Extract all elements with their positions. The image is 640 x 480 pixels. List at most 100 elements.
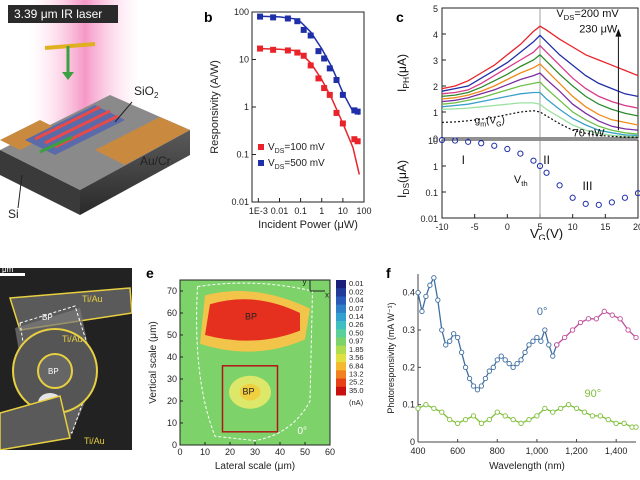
e-angle-label: 0° [298, 426, 308, 437]
f-point [534, 334, 540, 341]
c-bottom-point [465, 138, 472, 145]
e-colorbar-cell [336, 321, 346, 330]
b-xlabel: Incident Power (μW) [258, 219, 358, 231]
b-point [257, 45, 264, 52]
c-top-ytick-label: 4 [433, 30, 438, 40]
c-region-1: I [462, 153, 465, 167]
panel-e: e BP BP 0° x y 0 10 20 30 40 50 60 0 10 20 30 40 50 60 70 La… [140, 262, 380, 480]
b-point [315, 48, 322, 55]
f-point [593, 316, 600, 322]
b-point [284, 47, 291, 54]
f-point [562, 334, 568, 341]
f-point [569, 327, 576, 333]
e-colorbar-cell [336, 378, 346, 388]
f-point [565, 402, 572, 408]
c-top-line [441, 34, 639, 98]
f-point [514, 360, 520, 367]
f-ytick-label: 0.3 [402, 325, 415, 335]
f-point [439, 327, 445, 333]
f-point [554, 342, 560, 348]
c-top-line [441, 81, 639, 135]
e-colorbar-label: 6.84 [349, 361, 364, 370]
c-bottom-point [608, 199, 615, 206]
panel-b-letter: b [204, 9, 213, 25]
e-xtick-label: 40 [275, 447, 285, 457]
substrate-side [80, 130, 190, 215]
f-point [454, 420, 461, 426]
e-colorbar-label: 1.85 [349, 345, 364, 354]
f-point [597, 413, 603, 419]
f-point [486, 368, 492, 374]
photocurrent-chart: c 0 1 2 3 4 5 0.01 0.1 1 10 -10 -5 0 5 10 15 20 VDS=200 m… [395, 4, 640, 240]
e-colorbar-cell [336, 329, 346, 338]
e-ytick-label: 60 [167, 308, 177, 318]
e-bp-label-2: BP [243, 386, 255, 396]
f-ytick-label: 0.1 [402, 400, 415, 410]
c-bottom-ytick-label: 10 [428, 136, 438, 146]
b-point [270, 46, 277, 53]
c-top-line [441, 72, 639, 131]
f-point [605, 416, 611, 423]
e-bp-hotspot [205, 299, 300, 341]
panel-e-letter: e [146, 265, 154, 281]
aucr-pad [95, 117, 190, 165]
f-point [470, 383, 477, 389]
f-point [530, 338, 536, 344]
e-bp-label-1: BP [245, 312, 257, 322]
b-point [270, 14, 277, 21]
c-xtick-label: 10 [568, 222, 578, 232]
f-point [581, 409, 588, 415]
c-bottom-point [504, 145, 511, 153]
f-point [538, 338, 544, 344]
center-electrode [37, 353, 73, 389]
e-colorbar-label: 0.07 [349, 304, 364, 313]
b-ylabel: Responsivity (A/W) [209, 60, 221, 154]
c-bottom-ytick-label: 0.01 [420, 214, 438, 224]
f-point [415, 290, 421, 296]
b-point [354, 138, 361, 145]
c-top-line [441, 91, 639, 137]
c-vth-label: Vth [514, 174, 528, 188]
c-top-ytick-label: 2 [433, 82, 438, 92]
b-point [321, 85, 328, 92]
f-point [451, 331, 457, 337]
c-top-line [441, 102, 639, 138]
c-xtick-label: 5 [537, 222, 542, 232]
f-point [439, 409, 445, 415]
f-point [478, 420, 485, 426]
b-ytick-label: 0.01 [231, 197, 249, 207]
e-ytick-label: 0 [172, 440, 177, 450]
e-colorbar-label: 0.50 [349, 328, 364, 337]
e-colorbar-unit: (nA) [349, 398, 364, 407]
e-colorbar-label: 0.02 [349, 287, 364, 296]
e-colorbar-label: 0.04 [349, 296, 364, 305]
f-point [458, 349, 465, 356]
f-point [613, 420, 619, 426]
f-point [601, 308, 607, 314]
e-ytick-label: 50 [167, 330, 177, 340]
panel-c: c 0 1 2 3 4 5 0.01 0.1 1 10 -10 -5 0 5 10 15 20 VDS=200 m… [380, 0, 640, 240]
responsivity-chart: b 1E-3 0.01 0.1 1 10 100 0.01 0.1 1 10 100 Incident… [204, 7, 372, 231]
c-xtick-label: 15 [600, 222, 610, 232]
b-point [294, 49, 301, 56]
e-ytick-label: 30 [167, 374, 177, 384]
c-top-line [441, 44, 639, 109]
e-colorbar-cell [336, 304, 346, 314]
c-top-ylabel: IPH(μA) [395, 54, 411, 92]
c-xtick-label: -5 [471, 222, 479, 232]
f-point [585, 316, 592, 322]
f-point [482, 375, 489, 382]
f-xtick-label: 1,200 [565, 446, 588, 456]
b-xtick-label: 10 [338, 206, 348, 216]
panel-d: μm BP BP Ti/Au Ti/Au Ti/Au [0, 268, 132, 450]
e-colorbar-cell [336, 288, 346, 297]
f-point [502, 357, 508, 363]
e-ylabel: Vertical scale (μm) [148, 321, 159, 403]
f-point [486, 416, 492, 423]
c-top-ytick-label: 5 [433, 4, 438, 14]
f-ytick-label: 0.2 [402, 362, 415, 372]
c-bottom-point [451, 137, 459, 144]
f-point [423, 402, 429, 408]
f-point [558, 405, 564, 412]
c-xlabel: VG(V) [530, 226, 563, 240]
